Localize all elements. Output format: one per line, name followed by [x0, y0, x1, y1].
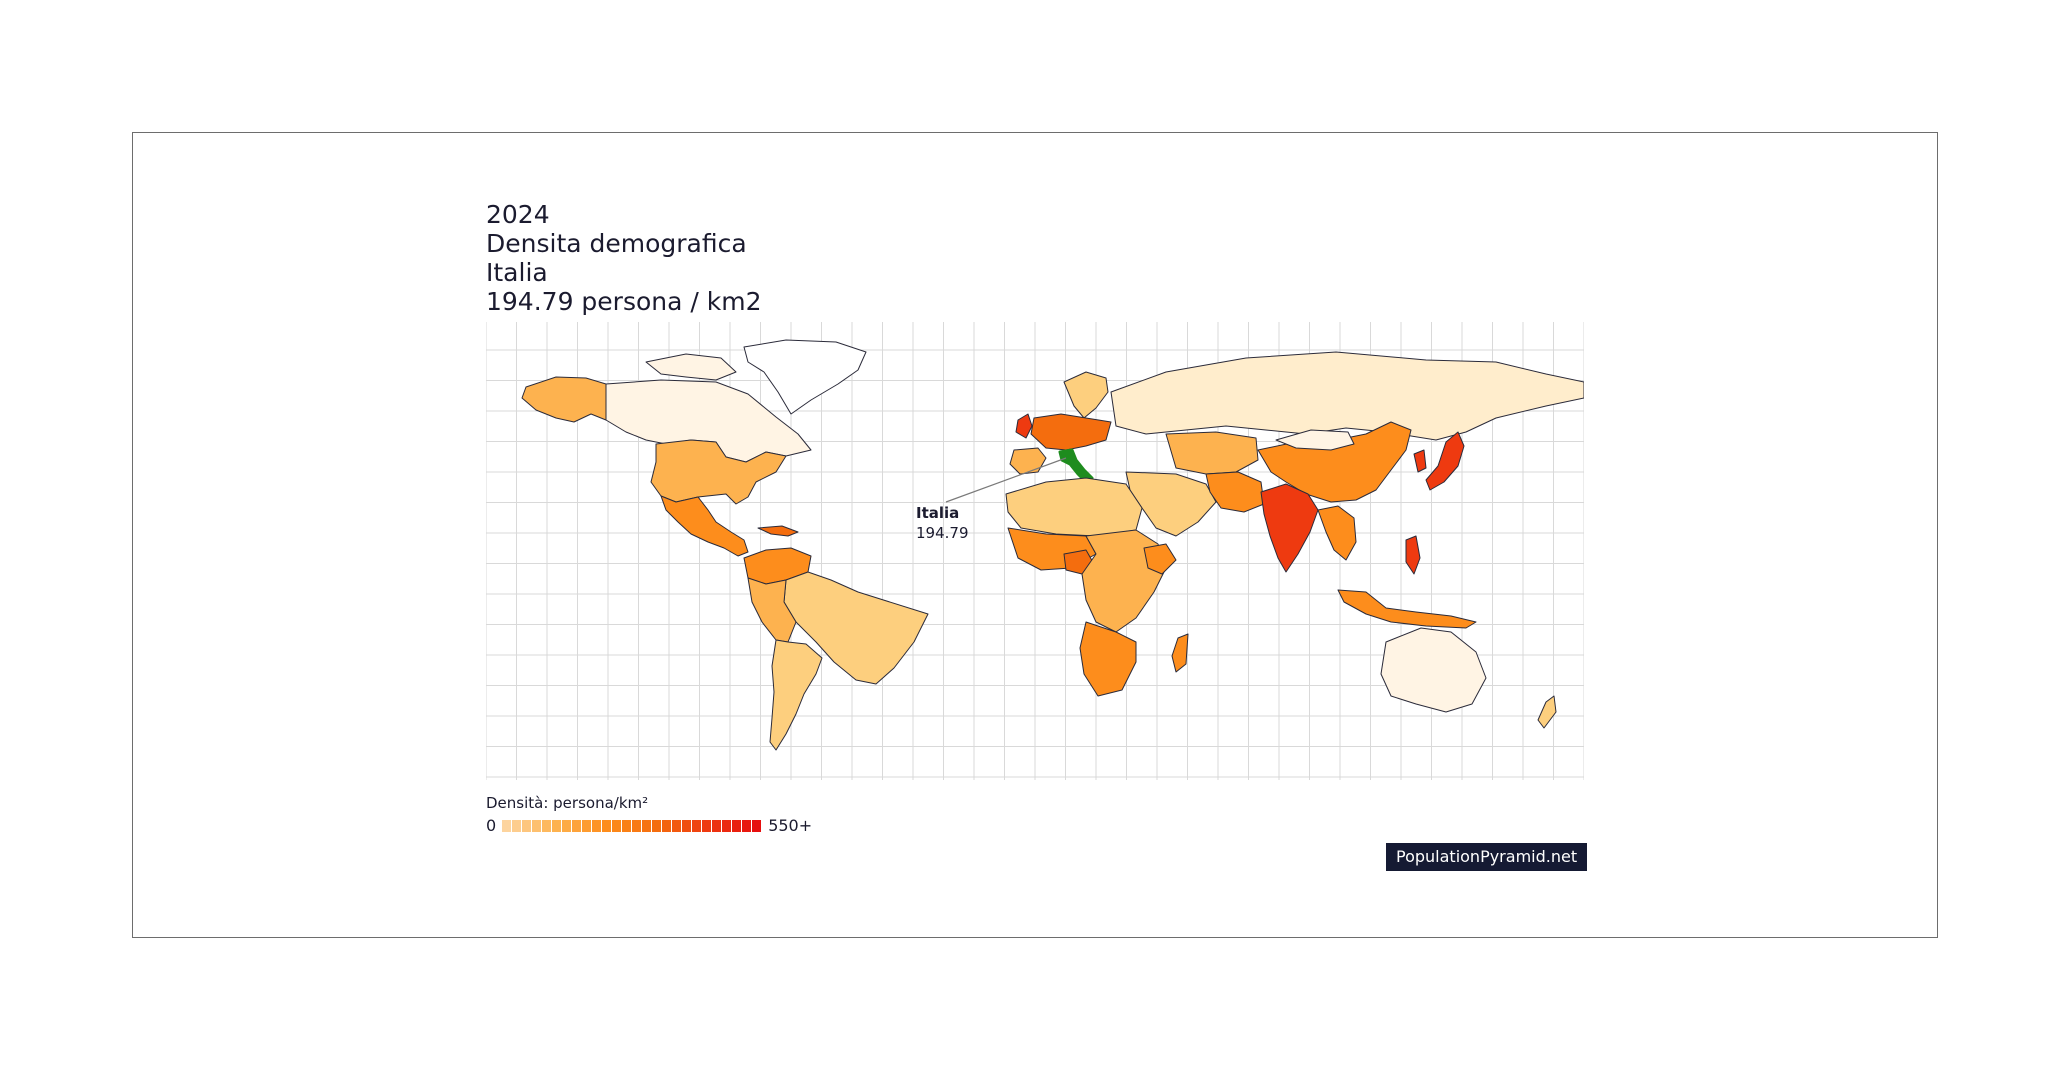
legend-swatch	[712, 819, 722, 832]
chart-frame	[132, 132, 1938, 938]
country-mongolia[interactable]	[1275, 429, 1355, 451]
country-europe-north[interactable]	[1063, 371, 1109, 419]
legend-title: Densità: persona/km²	[486, 794, 649, 812]
country-indonesia[interactable]	[1337, 589, 1477, 629]
country-alaska[interactable]	[521, 376, 607, 423]
legend-swatch	[642, 819, 652, 832]
legend-swatch	[592, 819, 602, 832]
legend-swatch	[702, 819, 712, 832]
country-japan[interactable]	[1425, 431, 1465, 491]
legend-swatch	[542, 819, 552, 832]
legend-swatch	[722, 819, 732, 832]
country-italia[interactable]	[1058, 448, 1094, 484]
legend-swatch	[532, 819, 542, 832]
brand-badge[interactable]: PopulationPyramid.net	[1386, 843, 1588, 871]
callout-leader-line	[945, 457, 1067, 503]
country-ethiopia[interactable]	[1143, 543, 1177, 575]
legend-swatch	[582, 819, 592, 832]
legend-swatch	[612, 819, 622, 832]
legend-swatch	[682, 819, 692, 832]
legend-swatch	[562, 819, 572, 832]
country-mexico[interactable]	[660, 495, 749, 557]
legend-min-label: 0	[486, 816, 497, 835]
legend-swatch	[552, 819, 562, 832]
world-map-svg[interactable]: Italia 194.79	[486, 322, 1584, 780]
countries-layer	[521, 339, 1584, 751]
country-title: Italia	[486, 258, 548, 287]
legend-color-bar	[502, 819, 762, 832]
country-australia[interactable]	[1380, 627, 1487, 713]
legend-scale-row: 0 550+	[486, 816, 812, 835]
legend-swatch	[652, 819, 662, 832]
legend-swatch	[732, 819, 742, 832]
legend-swatch	[572, 819, 582, 832]
legend-swatch	[522, 819, 532, 832]
country-caribbean[interactable]	[757, 525, 799, 537]
country-argentina-chile[interactable]	[769, 639, 823, 751]
country-europe-central[interactable]	[1030, 413, 1112, 451]
legend-swatch	[672, 819, 682, 832]
country-usa[interactable]	[650, 439, 787, 505]
legend-swatch	[662, 819, 672, 832]
callout-country-label: Italia	[916, 504, 959, 522]
value-title: 194.79 persona / km2	[486, 287, 762, 316]
country-iberia[interactable]	[1009, 447, 1047, 475]
year-title: 2024	[486, 200, 550, 229]
legend-swatch	[512, 819, 522, 832]
chart-titles: 2024 Densita demografica Italia 194.79 p…	[486, 200, 762, 316]
country-korea[interactable]	[1413, 449, 1427, 473]
country-southeast-asia[interactable]	[1317, 505, 1357, 561]
country-new-zealand[interactable]	[1537, 695, 1557, 729]
country-southern-africa[interactable]	[1079, 621, 1137, 697]
legend-swatch	[692, 819, 702, 832]
country-central-asia[interactable]	[1165, 431, 1259, 475]
country-arctic-islands[interactable]	[645, 353, 737, 381]
country-madagascar[interactable]	[1171, 633, 1189, 673]
legend-swatch	[752, 819, 762, 832]
legend-swatch	[622, 819, 632, 832]
country-africa-central[interactable]	[1081, 529, 1167, 633]
country-uk[interactable]	[1015, 413, 1033, 439]
legend-swatch	[502, 819, 512, 832]
legend-swatch	[602, 819, 612, 832]
legend-max-label: 550+	[768, 816, 813, 835]
world-map[interactable]: Italia 194.79	[486, 322, 1584, 780]
metric-title: Densita demografica	[486, 229, 747, 258]
country-peru-bolivia[interactable]	[747, 577, 797, 643]
legend-swatch	[632, 819, 642, 832]
callout-value-label: 194.79	[916, 524, 969, 542]
country-greenland[interactable]	[743, 339, 867, 415]
country-india[interactable]	[1260, 483, 1319, 573]
country-brazil[interactable]	[783, 571, 929, 685]
country-iran-pakistan[interactable]	[1205, 471, 1265, 513]
country-russia[interactable]	[1110, 351, 1584, 441]
country-africa-north[interactable]	[1005, 477, 1143, 537]
country-philippines[interactable]	[1405, 535, 1421, 575]
density-legend: Densità: persona/km² 0 550+	[486, 794, 812, 835]
legend-swatch	[742, 819, 752, 832]
